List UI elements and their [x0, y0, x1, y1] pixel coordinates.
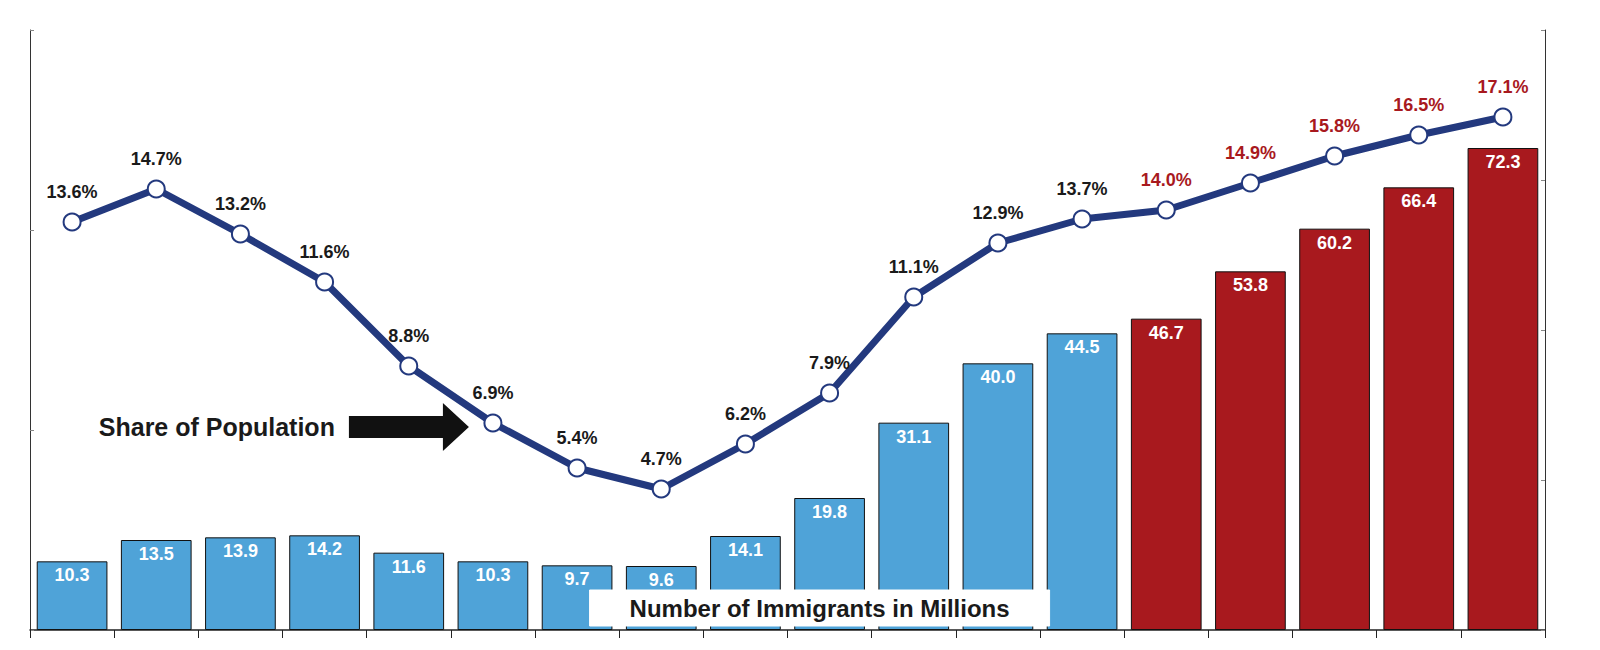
svg-text:31.1: 31.1 — [896, 427, 931, 447]
svg-text:4.7%: 4.7% — [641, 449, 682, 469]
svg-text:44.5: 44.5 — [1065, 337, 1100, 357]
svg-text:14.9%: 14.9% — [1225, 143, 1276, 163]
svg-text:11.6%: 11.6% — [300, 242, 350, 262]
svg-text:Number of Immigrants in Millio: Number of Immigrants in Millions — [630, 595, 1010, 622]
svg-text:16.5%: 16.5% — [1393, 95, 1444, 115]
svg-text:13.2%: 13.2% — [215, 194, 266, 214]
svg-text:13.7%: 13.7% — [1057, 179, 1108, 199]
svg-text:14.2: 14.2 — [307, 539, 342, 559]
svg-text:14.1: 14.1 — [728, 540, 763, 560]
svg-text:8.8%: 8.8% — [388, 326, 429, 346]
svg-text:5.4%: 5.4% — [557, 428, 598, 448]
svg-text:9.7: 9.7 — [565, 569, 590, 589]
svg-text:19.8: 19.8 — [812, 502, 847, 522]
svg-text:11.6: 11.6 — [392, 557, 426, 577]
svg-text:9.6: 9.6 — [649, 570, 674, 590]
svg-text:7.9%: 7.9% — [809, 353, 850, 373]
svg-text:13.5: 13.5 — [139, 544, 174, 564]
svg-text:72.3: 72.3 — [1485, 152, 1520, 172]
svg-text:13.9: 13.9 — [223, 541, 258, 561]
svg-text:15.8%: 15.8% — [1309, 116, 1360, 136]
svg-text:11.1%: 11.1% — [889, 257, 939, 277]
svg-text:10.3: 10.3 — [475, 565, 510, 585]
svg-text:17.1%: 17.1% — [1477, 77, 1528, 97]
svg-text:12.9%: 12.9% — [972, 203, 1023, 223]
svg-text:13.6%: 13.6% — [47, 182, 98, 202]
svg-text:10.3: 10.3 — [55, 565, 90, 585]
svg-text:6.9%: 6.9% — [472, 383, 513, 403]
svg-text:14.7%: 14.7% — [131, 149, 182, 169]
svg-text:Share of Population: Share of Population — [99, 413, 335, 441]
svg-text:6.2%: 6.2% — [725, 404, 766, 424]
svg-text:40.0: 40.0 — [980, 367, 1015, 387]
svg-text:53.8: 53.8 — [1233, 275, 1268, 295]
svg-text:46.7: 46.7 — [1149, 323, 1184, 343]
svg-text:66.4: 66.4 — [1401, 191, 1436, 211]
svg-text:60.2: 60.2 — [1317, 233, 1352, 253]
svg-text:14.0%: 14.0% — [1141, 170, 1192, 190]
